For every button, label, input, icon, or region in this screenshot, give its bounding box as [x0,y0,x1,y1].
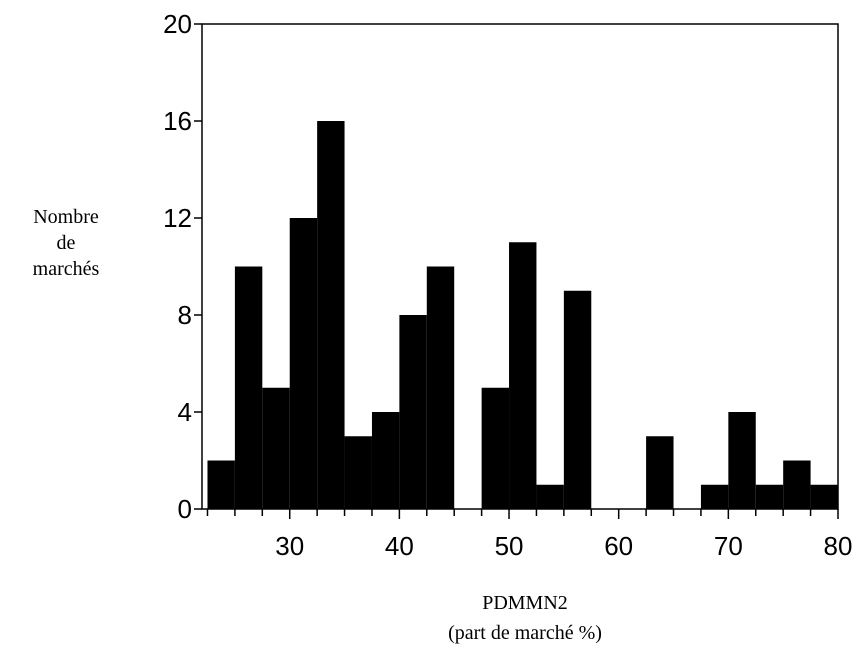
y-tick-label: 20 [163,9,192,39]
y-tick-label: 8 [178,300,192,330]
y-tick-label: 4 [178,397,192,427]
x-tick-label: 40 [385,531,414,561]
histogram-bar [536,484,564,509]
histogram-bar [262,387,290,509]
x-axis: 30 40 50 60 70 80 [206,509,853,561]
y-axis-label-line-1: Nombre [33,206,99,228]
y-axis-label: Nombre de marchés [0,204,132,282]
y-tick-label: 12 [163,203,192,233]
histogram-bar [700,484,729,509]
bars-group [207,121,838,509]
x-axis-label-line-1: PDMMN2 [482,592,568,614]
histogram-bar [207,460,235,509]
x-tick-label: 50 [495,531,524,561]
histogram-bar [563,290,592,509]
y-tick-label: 0 [178,494,192,524]
x-tick-label: 60 [604,531,633,561]
histogram-bar [344,436,372,509]
histogram-bar [783,460,811,509]
x-axis-label: PDMMN2 (part de marché %) [400,588,650,648]
x-tick-label: 80 [824,531,853,561]
x-tick-label: 30 [275,531,304,561]
histogram-bar [289,218,318,509]
histogram-bar [481,387,510,509]
y-axis-label-line-3: marchés [32,258,100,280]
y-tick-label: 16 [163,106,192,136]
histogram-bar [728,412,756,509]
histogram-bar [317,121,345,509]
histogram-bar [810,484,838,509]
x-axis-label-line-2: (part de marché %) [448,622,602,644]
y-axis: 0 4 8 12 16 20 [163,9,202,524]
histogram-bar [399,315,427,509]
histogram-bar [371,412,400,509]
x-tick-label: 70 [714,531,743,561]
y-axis-label-line-2: de [56,232,76,254]
histogram-bar [509,242,537,509]
histogram-bar [426,266,455,509]
histogram-bar [755,484,784,509]
histogram-bar [646,436,674,509]
histogram-bar [234,266,263,509]
